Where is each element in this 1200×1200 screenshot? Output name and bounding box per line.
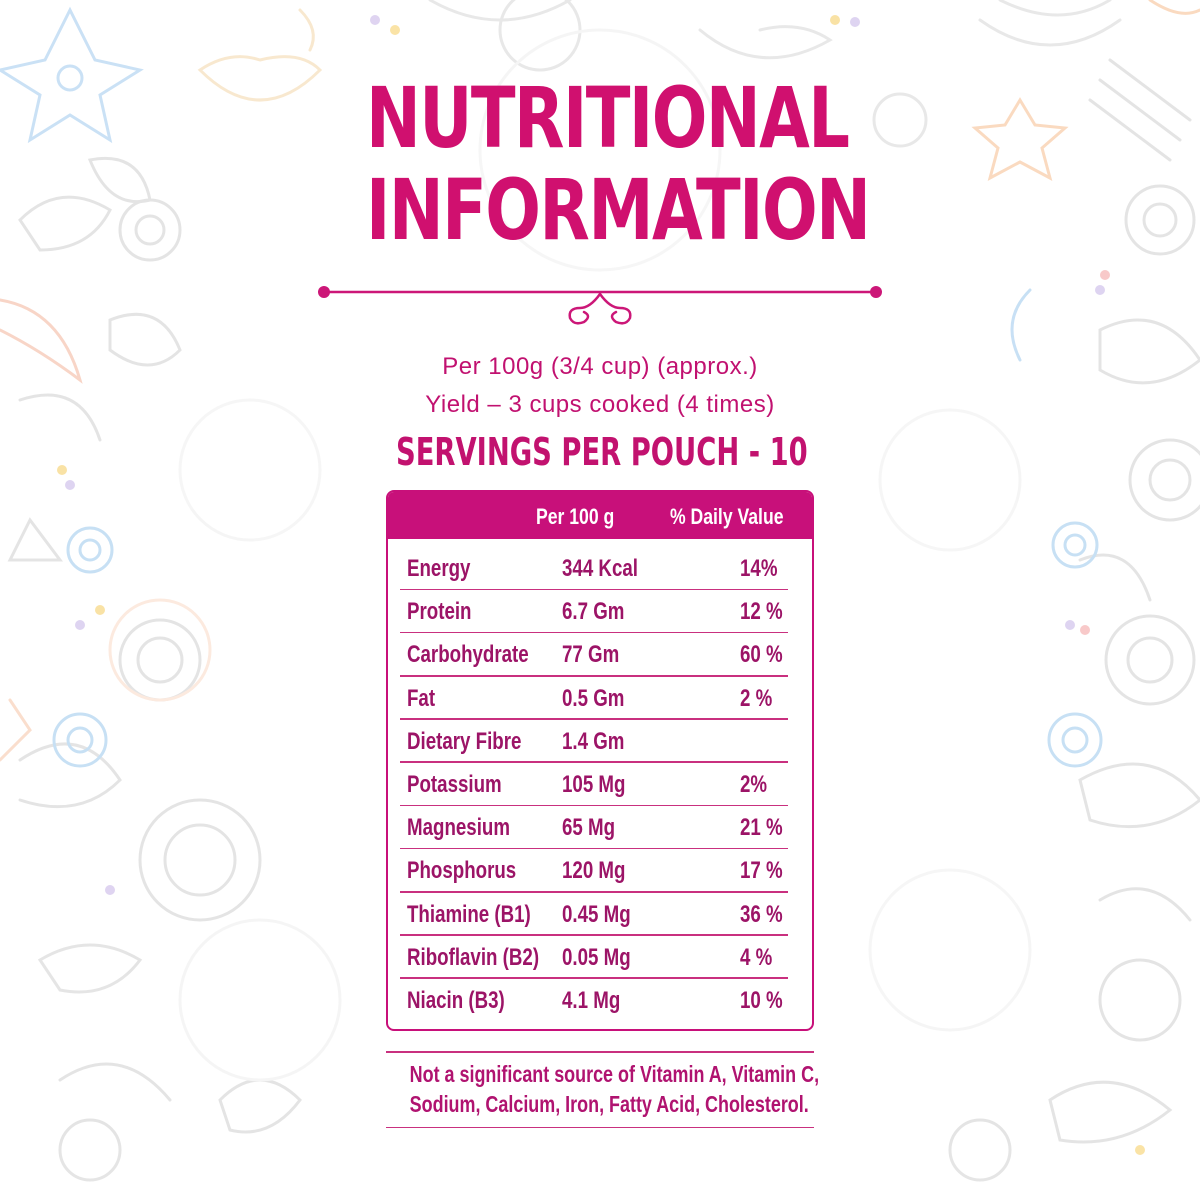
nutrient-amount: 6.7 Gm xyxy=(562,598,625,626)
chili-doodle-icon xyxy=(0,298,83,384)
row-divider xyxy=(400,934,788,936)
table-row: Riboflavin (B2) 0.05 Mg 4 % xyxy=(400,936,788,979)
nutrient-daily-value: 36 % xyxy=(740,900,783,928)
table-row: Niacin (B3) 4.1 Mg 10 % xyxy=(400,979,788,1022)
nutrient-daily-value: 4 % xyxy=(740,943,773,971)
table-row: Potassium 105 Mg 2% xyxy=(400,763,788,807)
nutrient-amount: 0.05 Mg xyxy=(562,943,631,971)
nutrient-daily-value: 12 % xyxy=(740,598,783,626)
nutrient-daily-value: 2% xyxy=(740,771,768,798)
nutrient-name: Riboflavin (B2) xyxy=(407,943,540,971)
row-divider xyxy=(400,847,788,850)
nutrition-table: Per 100 g % Daily Value Energy 344 Kcal … xyxy=(386,490,814,1031)
nutrient-amount: 1.4 Gm xyxy=(562,727,625,755)
nutrient-name: Phosphorus xyxy=(407,857,517,885)
nutrient-daily-value: 2 % xyxy=(740,684,773,712)
table-row: Carbohydrate 77 Gm 60 % xyxy=(400,633,788,677)
footnote-line1: Not a significant source of Vitamin A, V… xyxy=(409,1061,820,1087)
row-divider xyxy=(400,588,788,591)
nutrient-name: Thiamine (B1) xyxy=(407,900,531,928)
nutrient-daily-value: 17 % xyxy=(740,857,783,885)
table-row: Dietary Fibre 1.4 Gm xyxy=(400,720,788,763)
footnote: Not a significant source of Vitamin A, V… xyxy=(386,1051,820,1128)
nutrient-daily-value: 10 % xyxy=(740,987,783,1014)
table-row: Thiamine (B1) 0.45 Mg 36 % xyxy=(400,893,788,936)
row-divider xyxy=(400,891,788,893)
row-divider xyxy=(400,675,788,677)
nutrient-name: Carbohydrate xyxy=(407,641,529,669)
lamp-doodle-icon xyxy=(197,55,323,102)
nutrient-name: Energy xyxy=(407,555,471,582)
table-row: Protein 6.7 Gm 12 % xyxy=(400,590,788,634)
footnote-bottom-rule xyxy=(386,1126,814,1128)
star-anise-doodle-icon xyxy=(971,97,1069,181)
nutrient-daily-value: 21 % xyxy=(740,814,783,842)
table-row: Magnesium 65 Mg 21 % xyxy=(400,806,788,850)
page-title-line1: NUTRITIONAL xyxy=(366,69,850,167)
nutrient-amount: 4.1 Mg xyxy=(562,987,621,1014)
star-flower-doodle-icon xyxy=(0,6,144,144)
servings-per-pouch: SERVINGS PER POUCH - 10 xyxy=(396,430,808,474)
table-row: Phosphorus 120 Mg 17 % xyxy=(400,849,788,893)
nutrient-amount: 77 Gm xyxy=(562,641,620,669)
nutrient-daily-value: 60 % xyxy=(740,641,783,669)
table-row: Energy 344 Kcal 14% xyxy=(400,547,788,591)
nutrient-amount: 344 Kcal xyxy=(562,555,638,582)
serving-size-text: Per 100g (3/4 cup) (approx.) xyxy=(442,353,758,380)
nutrient-amount: 120 Mg xyxy=(562,857,626,885)
nutrient-name: Niacin (B3) xyxy=(407,987,505,1014)
page-title-line2: INFORMATION xyxy=(366,161,871,259)
row-divider xyxy=(400,718,788,720)
nutrient-amount: 0.45 Mg xyxy=(562,900,631,928)
nutrient-amount: 105 Mg xyxy=(562,771,626,798)
nutrient-amount: 0.5 Gm xyxy=(562,684,625,712)
nutrient-name: Dietary Fibre xyxy=(407,727,522,755)
nutrient-name: Protein xyxy=(407,598,472,626)
row-divider xyxy=(400,631,788,634)
column-header-per-100g: Per 100 g xyxy=(536,504,615,529)
row-divider xyxy=(400,977,788,979)
footnote-line2: Sodium, Calcium, Iron, Fatty Acid, Chole… xyxy=(409,1091,809,1117)
nutrient-name: Potassium xyxy=(407,771,502,798)
yield-text: Yield – 3 cups cooked (4 times) xyxy=(425,391,775,418)
footnote-top-rule xyxy=(386,1051,814,1053)
nutrient-daily-value: 14% xyxy=(740,555,778,582)
table-row: Fat 0.5 Gm 2 % xyxy=(400,677,788,720)
nutrient-name: Fat xyxy=(407,684,436,712)
row-divider xyxy=(400,804,788,807)
nutrient-amount: 65 Mg xyxy=(562,814,616,842)
divider-ornament-icon xyxy=(318,286,882,325)
table-header: Per 100 g % Daily Value xyxy=(388,492,812,539)
row-divider xyxy=(400,761,788,763)
nutrient-name: Magnesium xyxy=(407,814,510,842)
column-header-daily-value: % Daily Value xyxy=(670,504,784,529)
